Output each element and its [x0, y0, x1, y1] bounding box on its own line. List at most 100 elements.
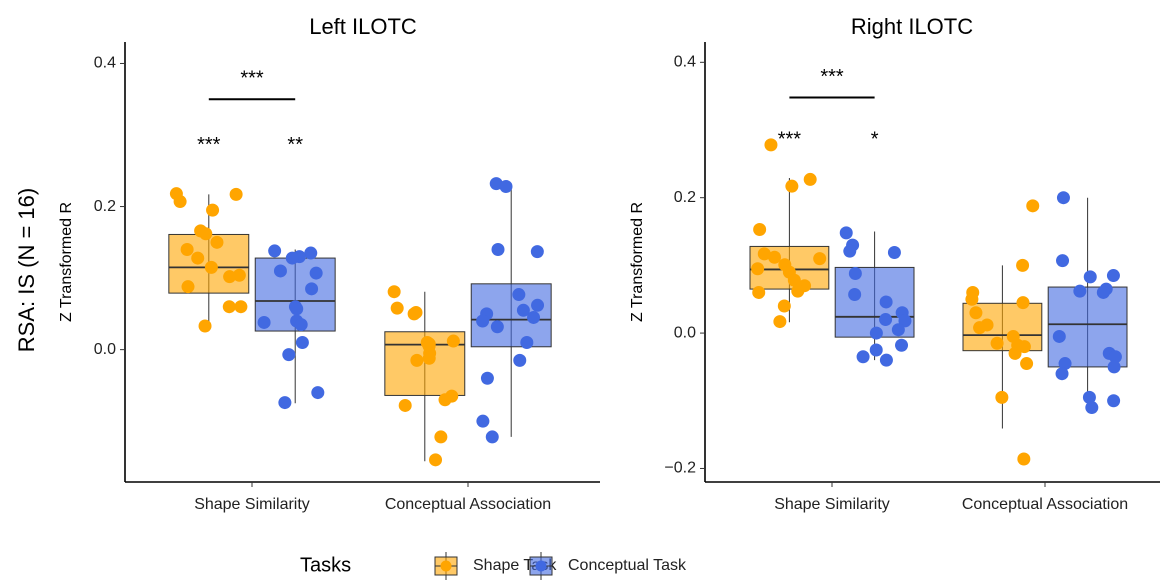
point [848, 287, 862, 301]
point [1058, 357, 1072, 371]
point [180, 242, 194, 256]
significance-label: *** [240, 68, 264, 90]
panel-title: Left ILOTC [309, 14, 417, 39]
point [757, 247, 771, 261]
point [387, 285, 401, 299]
point [969, 306, 983, 320]
point [191, 251, 205, 265]
legend-key-point [535, 560, 547, 572]
point [973, 321, 987, 335]
point [490, 320, 504, 334]
point [1008, 346, 1022, 360]
point [531, 298, 545, 312]
point [527, 310, 541, 324]
y-axis-label: Z Transformed R [58, 202, 75, 322]
point [480, 371, 494, 385]
legend-key-point [440, 560, 452, 572]
point [422, 351, 436, 365]
x-tick-label: Shape Similarity [774, 496, 890, 513]
point [1096, 285, 1110, 299]
panel-title: Right ILOTC [851, 14, 973, 39]
point [1085, 401, 1099, 415]
significance-label: *** [778, 128, 802, 150]
point [234, 300, 248, 314]
point [813, 252, 827, 266]
point [879, 313, 893, 327]
point [311, 386, 325, 400]
point [856, 350, 870, 364]
y-tick-label: 0.4 [94, 55, 116, 72]
point [1016, 258, 1030, 272]
point [273, 264, 287, 278]
y-tick-label: 0.2 [94, 198, 116, 215]
point [1107, 360, 1121, 374]
point [278, 396, 292, 410]
point [803, 172, 817, 186]
point [304, 246, 318, 260]
point [1106, 269, 1120, 283]
point [229, 187, 243, 201]
x-tick-label: Shape Similarity [194, 496, 310, 513]
point [491, 242, 505, 256]
y-tick-label: 0.0 [94, 341, 116, 358]
point [1055, 367, 1069, 381]
legend-title: Tasks [300, 554, 351, 576]
point [223, 270, 237, 284]
point [434, 430, 448, 444]
y-tick-label: 0.4 [674, 54, 696, 71]
point [485, 430, 499, 444]
point [476, 414, 490, 428]
point [773, 315, 787, 329]
point [869, 343, 883, 357]
panel: Left ILOTC Z Transformed R 0.0 0.2 0.4 Shape … [58, 14, 600, 513]
point [173, 195, 187, 209]
point [410, 353, 424, 367]
point [407, 307, 421, 321]
point [891, 323, 905, 337]
point [787, 273, 801, 287]
point [513, 353, 527, 367]
point [204, 260, 218, 274]
point [290, 302, 304, 316]
significance-label: *** [197, 134, 221, 156]
point [181, 280, 195, 294]
point [752, 285, 766, 299]
point [869, 326, 883, 340]
point [199, 227, 213, 241]
point [232, 268, 246, 282]
point [895, 338, 909, 352]
point [839, 226, 853, 240]
point [879, 353, 893, 367]
point [1083, 270, 1097, 284]
point [1020, 357, 1034, 371]
point [520, 335, 534, 349]
point [516, 303, 530, 317]
point [990, 336, 1004, 350]
panel: Right ILOTC Z Transformed R −0.2 0.0 0.2 0.4 S… [629, 14, 1160, 513]
point [489, 177, 503, 191]
point [785, 179, 799, 193]
point [848, 267, 862, 281]
significance-label: ** [287, 134, 303, 156]
point [1073, 284, 1087, 298]
point [887, 246, 901, 260]
point [1056, 191, 1070, 205]
point [257, 315, 271, 329]
point [879, 295, 893, 309]
x-tick-label: Conceptual Association [962, 496, 1128, 513]
y-tick-label: 0.2 [674, 189, 696, 206]
significance-label: * [871, 128, 879, 150]
point [1052, 329, 1066, 343]
point [965, 292, 979, 306]
point [429, 453, 443, 467]
point [764, 138, 778, 152]
point [198, 319, 212, 333]
point [210, 235, 224, 249]
y-axis-label: Z Transformed R [629, 202, 646, 322]
point [268, 244, 282, 258]
point [1108, 350, 1122, 364]
significance-label: *** [820, 66, 844, 88]
point [282, 348, 296, 362]
point [1017, 340, 1031, 354]
point [476, 314, 490, 328]
